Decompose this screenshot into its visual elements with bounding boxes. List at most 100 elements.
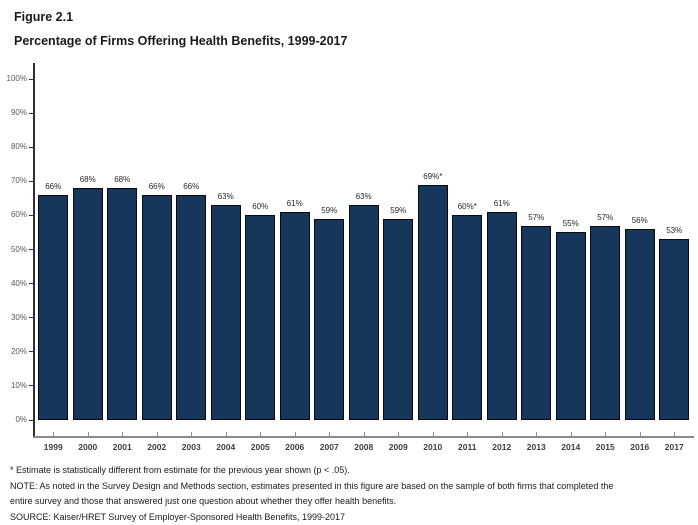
x-axis-line [33,436,694,438]
bar-value-label: 55% [562,219,579,228]
bar [452,215,483,420]
figure-label: Figure 2.1 [14,10,74,24]
y-tick [29,385,33,387]
x-tick-label: 2016 [630,442,650,452]
x-tick [156,432,158,436]
y-tick [29,419,33,421]
bar [176,195,207,420]
y-tick-label: 10% [10,380,27,390]
x-tick [191,432,193,436]
y-tick [29,112,33,114]
bar-value-label: 66% [45,182,62,191]
bar-value-label: 66% [183,182,200,191]
bar [521,226,552,420]
y-tick-label: 90% [10,108,27,118]
y-tick-label: 80% [10,142,27,152]
y-tick [29,351,33,353]
x-tick [432,432,434,436]
y-tick [29,78,33,80]
x-tick-label: 2000 [78,442,98,452]
bar-value-label: 59% [321,206,338,215]
bar-value-label: 66% [148,182,165,191]
x-tick [122,432,124,436]
x-tick-label: 2012 [492,442,512,452]
bar [417,185,448,420]
bar [659,239,690,420]
x-tick-label: 2017 [664,442,684,452]
y-tick-label: 50% [10,244,27,254]
x-tick-label: 2008 [354,442,374,452]
footnotes: * Estimate is statistically different fr… [10,463,613,525]
bar-value-label: 69%* [423,172,443,181]
x-tick [87,432,89,436]
x-tick-label: 2006 [285,442,305,452]
bar [279,212,310,420]
y-tick [29,317,33,319]
x-tick [536,432,538,436]
y-tick [29,180,33,182]
bar-value-label: 63% [217,192,234,201]
y-axis-line [33,63,35,438]
bar-value-label: 59% [390,206,407,215]
bar [210,205,241,420]
y-tick-label: 60% [10,210,27,220]
bar [245,215,276,420]
footnote-source: SOURCE: Kaiser/HRET Survey of Employer-S… [10,511,345,522]
x-tick [605,432,607,436]
bar [348,205,379,420]
bar-value-label: 57% [597,213,614,222]
y-tick [29,283,33,285]
bar-value-label: 61% [493,199,510,208]
x-tick [639,432,641,436]
x-tick-label: 2011 [458,442,477,452]
bar-value-label: 61% [286,199,303,208]
bar [107,188,138,420]
bar [486,212,517,420]
bar-value-label: 68% [114,175,131,184]
x-tick-label: 2013 [526,442,546,452]
x-tick-label: 1999 [43,442,63,452]
y-tick-label: 40% [10,278,27,288]
y-tick-label: 70% [10,176,27,186]
footnote-note-line-2: entire survey and those that answered ju… [10,496,397,506]
x-tick [467,432,469,436]
x-tick [53,432,55,436]
bar [141,195,172,420]
bar [38,195,69,420]
x-tick [570,432,572,436]
bar-value-label: 56% [631,216,648,225]
y-tick [29,249,33,250]
x-tick-label: 2007 [319,442,339,452]
x-tick-label: 2010 [423,442,443,452]
bar [624,229,655,420]
x-tick-label: 2015 [595,442,615,452]
x-tick [398,432,400,436]
footnote-asterisk: * Estimate is statistically different fr… [10,465,350,475]
chart-title: Percentage of Firms Offering Health Bene… [14,34,348,48]
x-tick [294,432,296,436]
x-tick [329,432,331,436]
footnote-note-line-1: NOTE: As noted in the Survey Design and … [10,480,614,491]
bar [555,232,586,420]
y-tick [29,146,33,148]
bar-value-label: 60% [252,202,269,211]
x-tick-label: 2004 [216,442,236,452]
y-tick-label: 100% [6,74,27,83]
bar [314,219,345,420]
x-tick [260,432,262,436]
y-tick-label: 30% [10,312,27,322]
x-tick-label: 2003 [181,442,201,452]
x-tick-label: 2001 [112,442,132,452]
bar [72,188,103,420]
x-tick-label: 2009 [388,442,408,452]
bar-value-label: 63% [355,192,372,201]
bar-value-label: 68% [79,175,96,184]
x-tick-label: 2002 [147,442,167,452]
bar-value-label: 53% [666,226,683,235]
y-tick-label: 0% [15,415,27,424]
x-tick [363,432,365,436]
x-tick-label: 2005 [250,442,270,452]
y-tick-label: 20% [10,346,27,356]
x-tick [225,432,227,436]
